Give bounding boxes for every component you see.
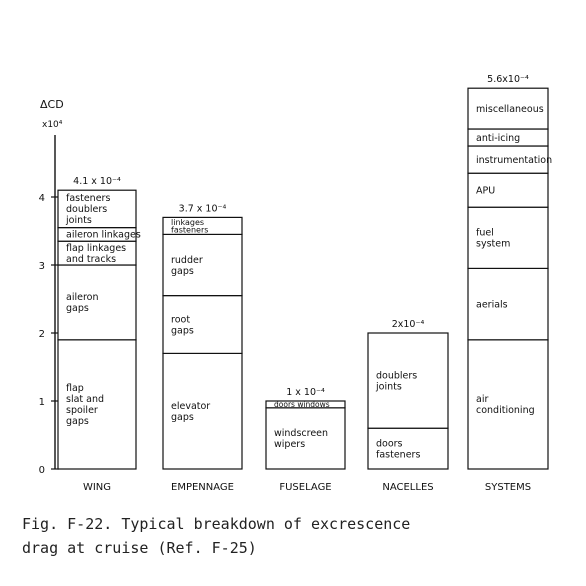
y-axis: 0 1 2 3 4 ΔCD x10⁴ [39,98,64,476]
segment-label: miscellaneous [476,104,544,115]
segment-label: elevator [171,401,210,412]
bar-segment [162,233,243,297]
segment-label: APU [476,186,495,197]
segment-label: root [171,314,190,325]
bar-total-label: 3.7 x 10⁻⁴ [179,203,227,214]
bar-segment [467,172,549,208]
y-tick-label: 2 [39,329,45,340]
bar-total-label: 4.1 x 10⁻⁴ [73,176,121,187]
segment-label: system [476,239,510,250]
category-label: FUSELAGE [279,482,331,493]
segment-label: flap linkages [66,243,126,254]
segment-label: linkages [171,218,204,227]
segment-label: conditioning [476,405,535,416]
segment-label: gaps [171,325,194,336]
bar-total-label: 1 x 10⁻⁴ [286,387,325,398]
segment-label: aileron [66,292,98,303]
y-axis-label: ΔCD [40,98,64,111]
bar-segment [467,87,549,130]
segment-label: doors [376,438,403,449]
bar-segment [162,295,243,355]
segment-label: fasteners [171,225,208,234]
segment-label: spoiler [66,405,98,416]
segment-label: gaps [171,266,194,277]
segment-label: joints [65,215,92,226]
segment-label: joints [375,381,402,392]
category-label: WING [83,482,111,493]
category-labels: WING EMPENNAGE FUSELAGE NACELLES SYSTEMS [83,482,531,493]
caption-line-1: Fig. F-22. Typical breakdown of excresce… [22,515,411,533]
bar-segment [265,400,346,409]
bar-empennage: elevatorgapsrootgapsruddergapslinkagesfa… [162,203,243,470]
bar-segment [467,145,549,174]
segment-label: windscreen [274,428,328,439]
bar-total-label: 5.6x10⁻⁴ [487,74,529,85]
figure-caption: Fig. F-22. Typical breakdown of excresce… [22,512,582,560]
bar-segment [57,264,137,341]
segment-label: flap [66,383,84,394]
category-label: SYSTEMS [485,482,531,493]
bar-segment [265,407,346,470]
segment-label: and tracks [66,254,116,265]
y-tick-label: 0 [39,465,45,476]
bar-segment [467,267,549,341]
segment-label: gaps [66,303,89,314]
bar-segment [467,339,549,470]
bar-segment [367,427,449,470]
bar-segment [367,332,449,429]
bar-segment [467,206,549,269]
bar-segment [57,189,137,229]
segment-label: fasteners [66,193,110,204]
y-tick-label: 3 [39,261,45,272]
segment-label: doublers [376,370,417,381]
category-label: EMPENNAGE [171,482,234,493]
category-label: NACELLES [382,482,433,493]
segment-label: fasteners [376,449,420,460]
segment-label: fuel [476,228,494,239]
segment-label: rudder [171,255,203,266]
segment-label: doublers [66,204,107,215]
segment-label: gaps [66,416,89,427]
segment-label: wipers [274,439,305,450]
segment-label: doors windows [274,400,330,409]
segment-label: gaps [171,412,194,423]
y-tick-label: 4 [39,193,45,204]
segment-label: slat and [66,394,104,405]
segment-label: aileron linkages [66,230,141,241]
bar-segment [162,352,243,470]
y-tick-label: 1 [39,397,45,408]
caption-line-2: drag at cruise (Ref. F-25) [22,539,257,557]
segment-label: air [476,394,488,405]
bar-total-label: 2x10⁻⁴ [392,319,425,330]
segment-label: aerials [476,299,508,310]
segment-label: anti-icing [476,133,520,144]
segment-label: instrumentation [476,155,552,166]
bar-segment [162,216,243,235]
y-axis-unit: x10⁴ [42,120,63,130]
